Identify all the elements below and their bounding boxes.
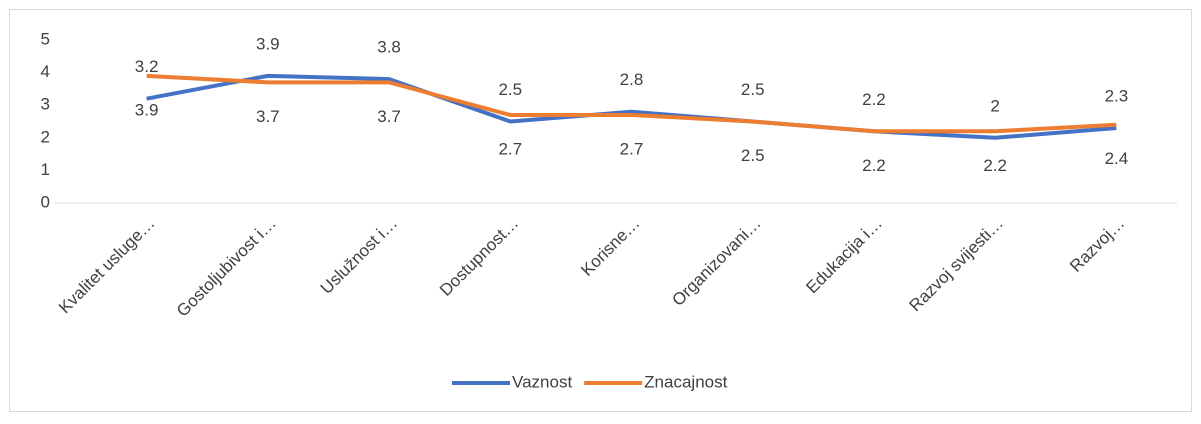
- data-label: 2.5: [741, 80, 765, 99]
- y-tick-label: 1: [41, 160, 50, 179]
- data-label: 2.5: [741, 146, 765, 165]
- data-label: 2.3: [1105, 87, 1129, 106]
- data-label: 3.9: [135, 100, 159, 119]
- y-tick-label: 4: [41, 62, 50, 81]
- data-label: 3.9: [256, 34, 280, 53]
- data-label: 2.2: [862, 90, 886, 109]
- data-label: 2: [990, 96, 999, 115]
- y-tick-label: 3: [41, 95, 50, 114]
- data-label: 3.2: [135, 57, 159, 76]
- y-tick-label: 2: [41, 127, 50, 146]
- legend-label: Znacajnost: [644, 372, 727, 391]
- data-label: 3.7: [377, 107, 401, 126]
- legend-label: Vaznost: [512, 372, 572, 391]
- series-line: [146, 73, 1117, 134]
- data-label: 3.7: [256, 107, 280, 126]
- data-label: 2.7: [620, 139, 644, 158]
- series-line: [146, 73, 1117, 140]
- data-label: 2.5: [498, 80, 522, 99]
- data-label: 3.8: [377, 38, 401, 57]
- data-label: 2.2: [862, 156, 886, 175]
- y-tick-label: 5: [41, 29, 50, 48]
- chart-frame: [9, 9, 1192, 412]
- data-label: 2.4: [1105, 149, 1129, 168]
- data-label: 2.8: [620, 70, 644, 89]
- y-tick-label: 0: [41, 192, 50, 211]
- data-label: 2.2: [983, 156, 1007, 175]
- data-label: 2.7: [498, 139, 522, 158]
